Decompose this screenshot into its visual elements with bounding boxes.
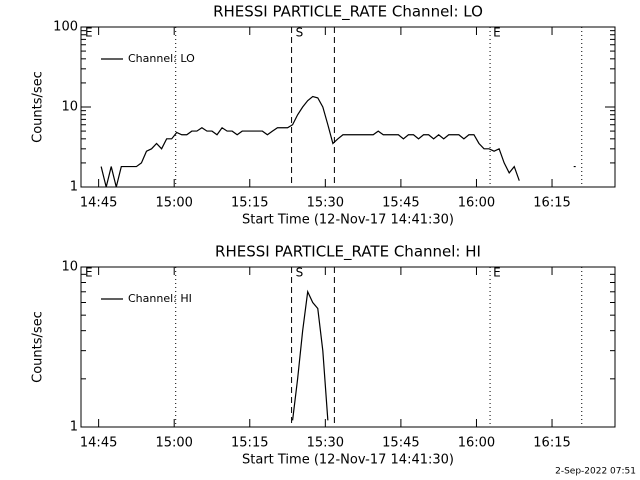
- y-tick-label: 1: [70, 420, 78, 435]
- x-tick-label: 15:30: [307, 436, 344, 451]
- y-tick-label: 1: [70, 180, 78, 195]
- x-axis-label: Start Time (12-Nov-17 14:41:30): [242, 453, 454, 468]
- x-tick-label: 15:15: [231, 436, 268, 451]
- x-tick-label: 15:45: [382, 436, 419, 451]
- data-line: [291, 289, 329, 421]
- legend-label: Channel: HI: [128, 292, 192, 305]
- legend-label: Channel: LO: [128, 52, 195, 65]
- x-tick-label: 16:15: [533, 436, 570, 451]
- x-tick-label: 15:00: [155, 196, 192, 211]
- data-line: [100, 95, 576, 188]
- annotation: S: [296, 26, 304, 40]
- plot-frame: [80, 266, 616, 428]
- x-tick-label: 16:15: [533, 196, 570, 211]
- annotation: E: [493, 266, 501, 280]
- annotation: E: [85, 26, 93, 40]
- y-axis-label: Counts/sec: [31, 311, 46, 383]
- annotation: S: [296, 266, 304, 280]
- x-tick-label: 15:30: [307, 196, 344, 211]
- x-tick-label: 15:45: [382, 196, 419, 211]
- y-tick-label: 100: [53, 20, 78, 35]
- x-tick-label: 15:00: [155, 436, 192, 451]
- annotation: E: [85, 266, 93, 280]
- annotation: E: [493, 26, 501, 40]
- x-tick-label: 14:45: [80, 196, 117, 211]
- y-tick-label: 10: [61, 100, 78, 115]
- x-tick-label: 16:00: [458, 436, 495, 451]
- x-axis-label: Start Time (12-Nov-17 14:41:30): [242, 213, 454, 228]
- y-tick-label: 10: [61, 260, 78, 275]
- chart-title: RHESSI PARTICLE_RATE Channel: LO: [213, 3, 483, 22]
- x-tick-label: 14:45: [80, 436, 117, 451]
- x-tick-label: 16:00: [458, 196, 495, 211]
- footer: 2-Sep-2022 07:51: [555, 467, 636, 477]
- chart-title: RHESSI PARTICLE_RATE Channel: HI: [215, 243, 481, 262]
- y-axis-label: Counts/sec: [31, 71, 46, 143]
- x-tick-label: 15:15: [231, 196, 268, 211]
